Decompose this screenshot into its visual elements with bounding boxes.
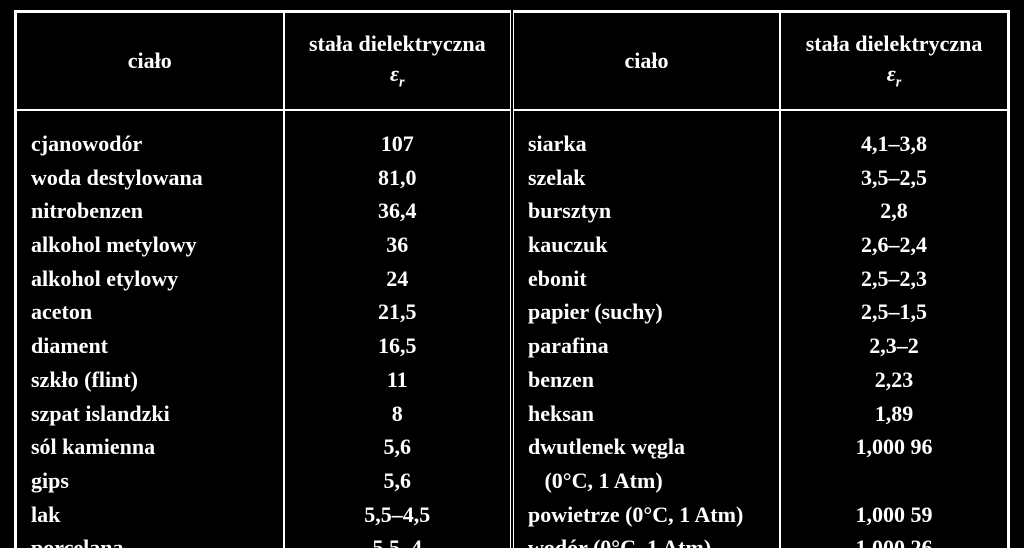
- table-row: szkło (flint)11benzen2,23: [16, 363, 1009, 397]
- substance-name: papier (suchy): [512, 295, 780, 329]
- dielectric-value: 1,000 96: [780, 430, 1008, 464]
- dielectric-value: 11: [284, 363, 512, 397]
- substance-name: szpat islandzki: [16, 397, 284, 431]
- dielectric-value: 2,8: [780, 194, 1008, 228]
- substance-name: parafina: [512, 329, 780, 363]
- substance-name: porcelana: [16, 531, 284, 548]
- substance-name: ebonit: [512, 262, 780, 296]
- substance-name: bursztyn: [512, 194, 780, 228]
- substance-name: alkohol metylowy: [16, 228, 284, 262]
- dielectric-value: 107: [284, 127, 512, 161]
- dielectric-value: 5,6: [284, 430, 512, 464]
- substance-name: cjanowodór: [16, 127, 284, 161]
- page: ciało stała dielektryczna εr ciało stała…: [0, 0, 1024, 548]
- substance-name: wodór (0°C, 1 Atm): [512, 531, 780, 548]
- col-header-epsilon-left: stała dielektryczna εr: [284, 12, 512, 111]
- dielectric-value: 8: [284, 397, 512, 431]
- table-row: porcelana5,5–4wodór (0°C, 1 Atm)1,000 26: [16, 531, 1009, 548]
- substance-name: kauczuk: [512, 228, 780, 262]
- table-row: aceton21,5papier (suchy)2,5–1,5: [16, 295, 1009, 329]
- substance-name: alkohol etylowy: [16, 262, 284, 296]
- substance-name: nitrobenzen: [16, 194, 284, 228]
- table-row: nitrobenzen36,4bursztyn2,8: [16, 194, 1009, 228]
- table-row: diament16,5parafina2,3–2: [16, 329, 1009, 363]
- dielectric-value: 1,000 59: [780, 498, 1008, 532]
- dielectric-value: 81,0: [284, 161, 512, 195]
- dielectric-value: 16,5: [284, 329, 512, 363]
- substance-name: aceton: [16, 295, 284, 329]
- dielectric-value: 2,23: [780, 363, 1008, 397]
- table-row: gips5,6 (0°C, 1 Atm): [16, 464, 1009, 498]
- header-symbol: εr: [390, 61, 405, 86]
- table-body: cjanowodór107siarka4,1–3,8woda destylowa…: [16, 110, 1009, 548]
- dielectric-value: 1,89: [780, 397, 1008, 431]
- substance-name: gips: [16, 464, 284, 498]
- header-label: ciało: [128, 48, 172, 73]
- substance-name: diament: [16, 329, 284, 363]
- substance-name: woda destylowana: [16, 161, 284, 195]
- dielectric-value: [780, 464, 1008, 498]
- header-symbol: εr: [887, 61, 902, 86]
- dielectric-value: 24: [284, 262, 512, 296]
- spacer-row: [16, 110, 1009, 127]
- dielectric-value: 5,5–4: [284, 531, 512, 548]
- dielectric-value: 2,3–2: [780, 329, 1008, 363]
- table-row: alkohol metylowy36kauczuk2,6–2,4: [16, 228, 1009, 262]
- dielectric-value: 5,5–4,5: [284, 498, 512, 532]
- substance-name: (0°C, 1 Atm): [512, 464, 780, 498]
- table-row: alkohol etylowy24ebonit2,5–2,3: [16, 262, 1009, 296]
- substance-name: sól kamienna: [16, 430, 284, 464]
- col-header-substance-right: ciało: [512, 12, 780, 111]
- dielectric-value: 2,6–2,4: [780, 228, 1008, 262]
- substance-name: szkło (flint): [16, 363, 284, 397]
- table-row: cjanowodór107siarka4,1–3,8: [16, 127, 1009, 161]
- table-row: sól kamienna5,6dwutlenek węgla1,000 96: [16, 430, 1009, 464]
- header-label: stała dielektryczna: [309, 31, 486, 56]
- dielectric-constants-table: ciało stała dielektryczna εr ciało stała…: [14, 10, 1010, 548]
- substance-name: benzen: [512, 363, 780, 397]
- header-label: stała dielektryczna: [806, 31, 983, 56]
- header-label: ciało: [625, 48, 669, 73]
- substance-name: dwutlenek węgla: [512, 430, 780, 464]
- substance-name: heksan: [512, 397, 780, 431]
- col-header-epsilon-right: stała dielektryczna εr: [780, 12, 1008, 111]
- dielectric-value: 36,4: [284, 194, 512, 228]
- dielectric-value: 2,5–1,5: [780, 295, 1008, 329]
- substance-name: lak: [16, 498, 284, 532]
- table-row: szpat islandzki8heksan1,89: [16, 397, 1009, 431]
- substance-name: powietrze (0°C, 1 Atm): [512, 498, 780, 532]
- dielectric-value: 4,1–3,8: [780, 127, 1008, 161]
- table-header-row: ciało stała dielektryczna εr ciało stała…: [16, 12, 1009, 111]
- col-header-substance-left: ciało: [16, 12, 284, 111]
- dielectric-value: 3,5–2,5: [780, 161, 1008, 195]
- dielectric-value: 2,5–2,3: [780, 262, 1008, 296]
- dielectric-value: 5,6: [284, 464, 512, 498]
- dielectric-value: 21,5: [284, 295, 512, 329]
- dielectric-value: 1,000 26: [780, 531, 1008, 548]
- table-row: lak5,5–4,5powietrze (0°C, 1 Atm)1,000 59: [16, 498, 1009, 532]
- substance-name: siarka: [512, 127, 780, 161]
- substance-name: szelak: [512, 161, 780, 195]
- dielectric-value: 36: [284, 228, 512, 262]
- table-row: woda destylowana81,0szelak3,5–2,5: [16, 161, 1009, 195]
